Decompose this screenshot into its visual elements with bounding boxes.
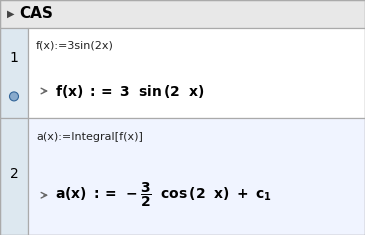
Text: 1: 1 (9, 51, 19, 65)
Text: a(x):=Integral[f(x)]: a(x):=Integral[f(x)] (36, 132, 143, 142)
Text: f(x):=3sin(2x): f(x):=3sin(2x) (36, 41, 114, 51)
Text: 2: 2 (9, 167, 18, 181)
Bar (0, 0, 365, 28)
Text: $\mathbf{f(x)\ :=\ 3\ \ sin\,(2\ \ x)}$: $\mathbf{f(x)\ :=\ 3\ \ sin\,(2\ \ x)}$ (55, 82, 204, 99)
Bar (0, 118, 28, 235)
Ellipse shape (9, 92, 19, 101)
Bar (28, 28, 365, 118)
Text: $\mathbf{a(x)\ :=\ -\dfrac{3}{2}\ \ cos\,(2\ \ x)\ +\ c_1}$: $\mathbf{a(x)\ :=\ -\dfrac{3}{2}\ \ cos\… (55, 181, 272, 209)
Text: CAS: CAS (19, 7, 53, 21)
Bar (28, 118, 365, 235)
Text: ▶: ▶ (7, 9, 15, 19)
Bar (0, 28, 28, 118)
